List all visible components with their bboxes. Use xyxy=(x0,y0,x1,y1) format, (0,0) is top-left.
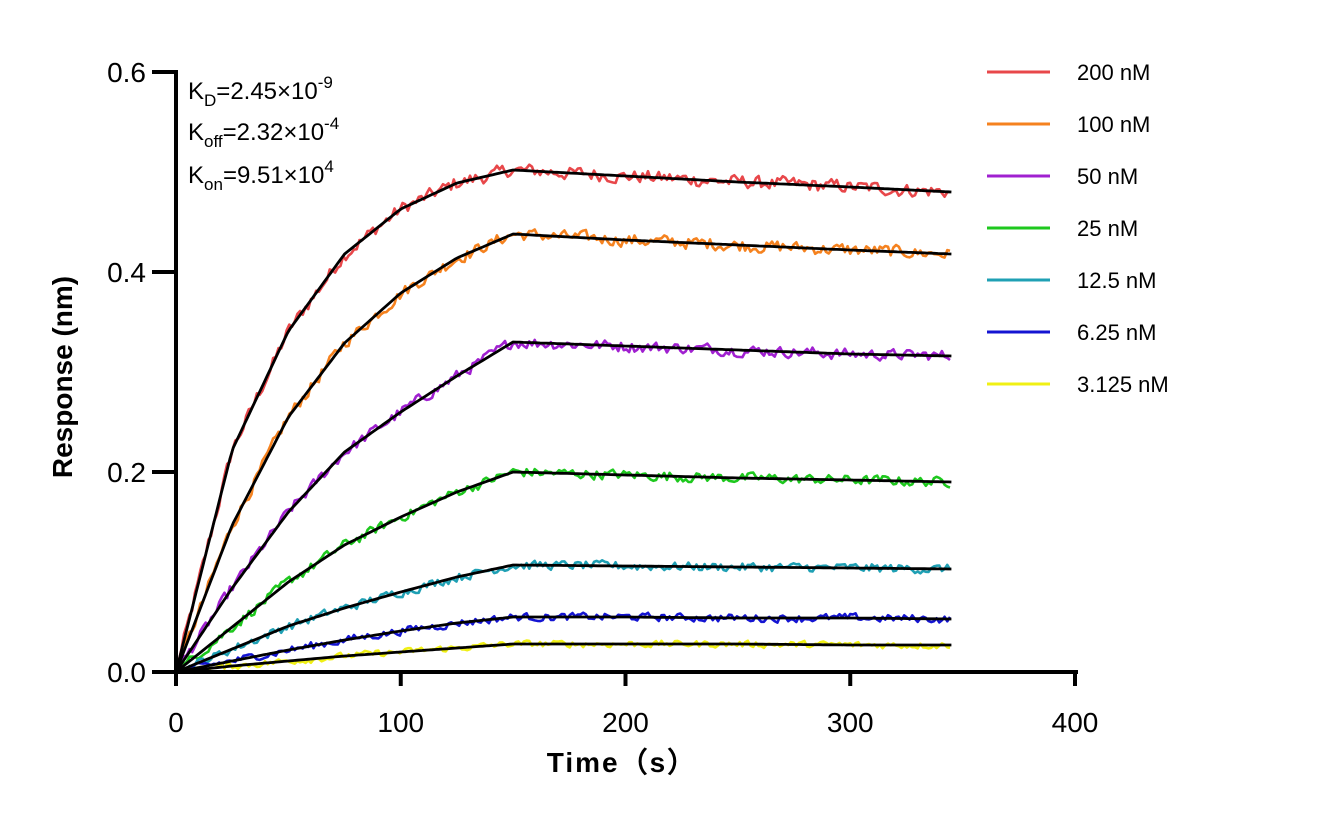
legend-label: 12.5 nM xyxy=(1077,268,1157,293)
legend: 200 nM 100 nM 50 nM 25 nM 12.5 nM 6.25 nM 3.12… xyxy=(987,60,1169,397)
series-trace-100-nM xyxy=(174,228,951,673)
x-axis-title: Time（s） xyxy=(547,746,697,778)
legend-label: 50 nM xyxy=(1077,164,1138,189)
x-tick-label: 100 xyxy=(377,707,424,738)
kd-annotation: KD=2.45×10-9 xyxy=(188,73,333,110)
legend-label: 25 nM xyxy=(1077,216,1138,241)
x-tick-label: 400 xyxy=(1052,707,1099,738)
kd-mid: =2.45×10 xyxy=(216,78,317,105)
series-trace-3-125-nM xyxy=(175,639,951,675)
series-trace-6-25-nM xyxy=(175,611,952,674)
y-tick-label: 0.4 xyxy=(107,257,146,288)
kd-base: K xyxy=(188,78,204,105)
x-tick-label: 0 xyxy=(168,707,184,738)
y-tick-label: 0.2 xyxy=(107,457,146,488)
y-tick-label: 0.0 xyxy=(107,657,146,688)
fit-curve-200-nM xyxy=(174,168,952,673)
fit-curve-6-25-nM xyxy=(175,615,952,674)
legend-label: 100 nM xyxy=(1077,112,1150,137)
fit-curve-3-125-nM xyxy=(175,642,952,674)
fit-curve-100-nM xyxy=(174,232,952,673)
kd-sup: -9 xyxy=(318,73,333,92)
kd-sub: D xyxy=(204,91,216,110)
series-trace-200-nM xyxy=(174,163,951,673)
koff-sub: off xyxy=(204,132,223,151)
fit-curve-25-nM xyxy=(175,470,952,674)
fit-curve-50-nM xyxy=(174,340,952,673)
x-tick-label: 200 xyxy=(602,707,649,738)
y-tick-label: 0.6 xyxy=(107,57,146,88)
legend-label: 3.125 nM xyxy=(1077,372,1169,397)
kon-mid: =9.51×10 xyxy=(223,162,324,189)
kinetic-constants: KD=2.45×10-9 Koff=2.32×10-4 Kon=9.51×104 xyxy=(188,73,339,194)
legend-label: 6.25 nM xyxy=(1077,320,1157,345)
ticks-layer: 0 100 200 300 400 0.0 0.2 0.4 0.6 xyxy=(107,57,1098,738)
legend-label: 200 nM xyxy=(1077,60,1150,85)
kon-annotation: Kon=9.51×104 xyxy=(188,157,334,194)
data-layer xyxy=(174,163,952,675)
koff-mid: =2.32×10 xyxy=(223,119,324,146)
kon-base: K xyxy=(188,162,204,189)
koff-annotation: Koff=2.32×10-4 xyxy=(188,114,339,151)
fit-curve-12-5-nM xyxy=(175,563,952,674)
kon-sub: on xyxy=(204,175,223,194)
koff-base: K xyxy=(188,119,204,146)
x-tick-label: 300 xyxy=(827,707,874,738)
y-axis-title: Response (nm) xyxy=(47,276,78,478)
axes-layer xyxy=(174,70,1078,674)
koff-sup: -4 xyxy=(324,114,339,133)
kon-sup: 4 xyxy=(324,157,333,176)
series-trace-50-nM xyxy=(174,338,951,673)
